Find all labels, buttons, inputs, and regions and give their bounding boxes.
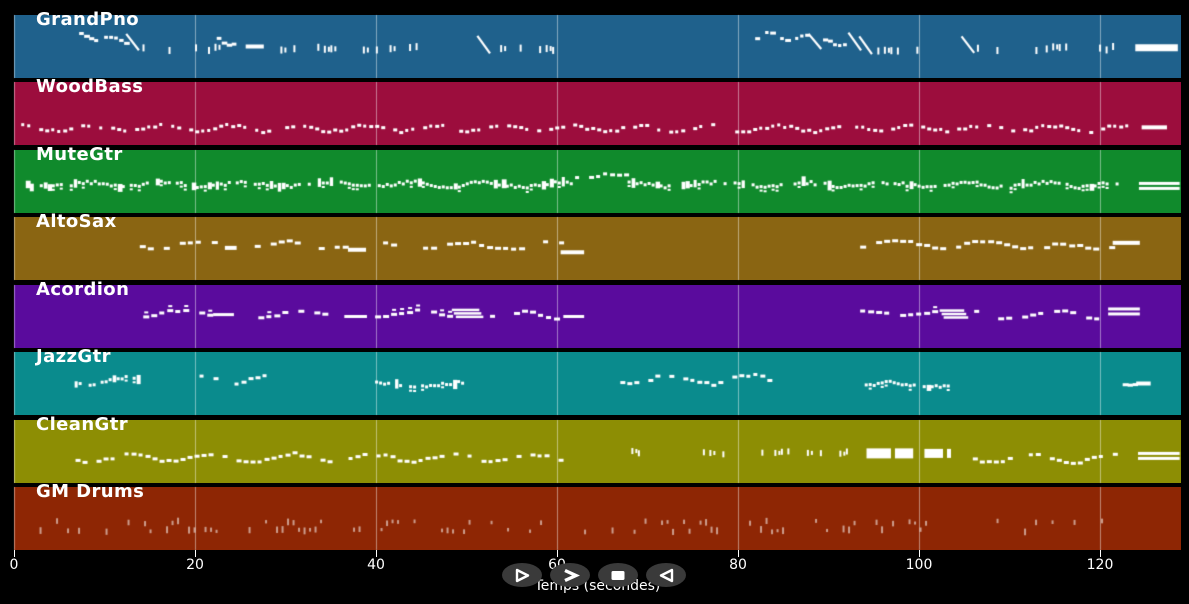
track-label: JazzGtr bbox=[36, 346, 111, 367]
x-tick-mark bbox=[376, 550, 377, 557]
rewind-icon bbox=[659, 568, 674, 582]
track-label: CleanGtr bbox=[36, 414, 129, 435]
track-label: GM Drums bbox=[36, 481, 145, 502]
x-axis-label: Temps (secondes) bbox=[534, 578, 661, 594]
rewind-button[interactable] bbox=[646, 563, 686, 587]
stop-icon bbox=[611, 570, 625, 580]
x-tick-label: 0 bbox=[9, 557, 19, 573]
play-icon bbox=[515, 568, 530, 582]
x-tick-mark bbox=[1100, 550, 1101, 557]
x-tick-mark bbox=[14, 550, 15, 557]
x-tick-mark bbox=[195, 550, 196, 557]
stop-button[interactable] bbox=[598, 563, 638, 587]
track-label: MuteGtr bbox=[36, 144, 123, 165]
fast-forward-icon bbox=[564, 568, 580, 582]
x-tick-mark bbox=[738, 550, 739, 557]
x-tick-label: 100 bbox=[905, 557, 933, 573]
track-label: GrandPno bbox=[36, 9, 140, 30]
x-tick-label: 120 bbox=[1086, 557, 1114, 573]
x-tick-mark bbox=[557, 550, 558, 557]
x-tick-label: 40 bbox=[367, 557, 385, 573]
track-label: WoodBass bbox=[36, 76, 144, 97]
play-button[interactable] bbox=[502, 563, 542, 587]
track-label: Acordion bbox=[36, 279, 130, 300]
x-tick-label: 80 bbox=[729, 557, 747, 573]
x-tick-label: 20 bbox=[186, 557, 204, 573]
fast-forward-button[interactable] bbox=[550, 563, 590, 587]
x-tick-mark bbox=[919, 550, 920, 557]
track-label: AltoSax bbox=[36, 211, 117, 232]
